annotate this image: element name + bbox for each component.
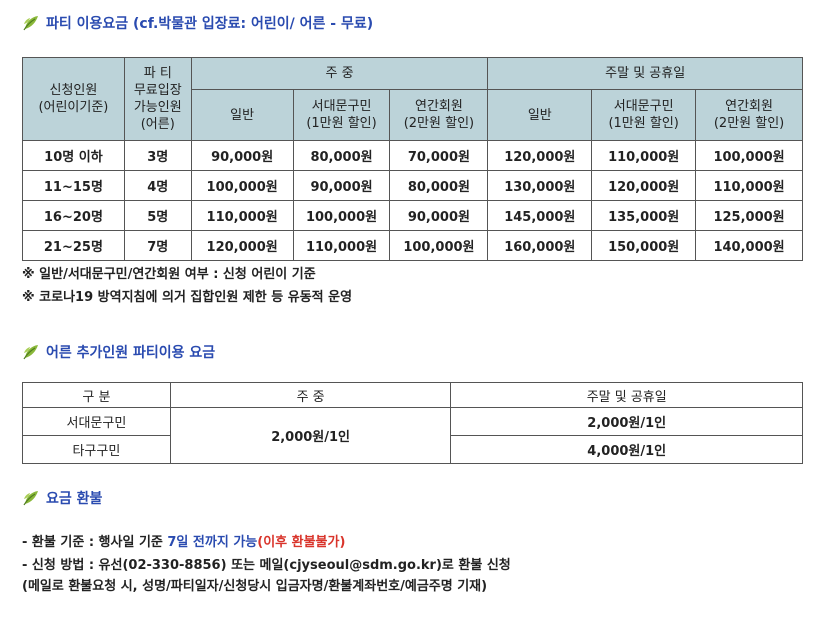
leaf-icon: [23, 16, 38, 31]
header-weekday: 주 중: [190, 57, 489, 90]
refund-policy-line: - 환불 기준 : 행사일 기준 7일 전까지 가능(이후 환불불가): [22, 531, 345, 550]
table-row: 타구구민 4,000원/1인: [22, 435, 803, 464]
header-general: 일반: [190, 89, 294, 141]
table-cell: 80,000원: [389, 170, 489, 201]
table-cell: 110,000원: [190, 200, 294, 231]
table-cell: 4,000원/1인: [450, 435, 803, 464]
table-row: 21~25명 7명 120,000원 110,000원 100,000원 160…: [22, 230, 803, 261]
table-row: 16~20명 5명 110,000원 100,000원 90,000원 145,…: [22, 200, 803, 231]
refund-method-line: - 신청 방법 : 유선(02-330-8856) 또는 메일(cjyseoul…: [22, 558, 511, 573]
table-cell: 130,000원: [487, 170, 593, 201]
table-cell: 100,000원: [695, 140, 803, 171]
table-cell: 125,000원: [695, 200, 803, 231]
header-category: 구 분: [22, 382, 171, 408]
table-cell: 서대문구민: [22, 407, 171, 436]
section-title-text: 요금 환불: [46, 491, 103, 507]
table-cell: 3명: [123, 140, 192, 171]
table-cell: 100,000원: [190, 170, 294, 201]
header-member: 연간회원 (2만원 할인): [695, 89, 803, 141]
section-title-text: 파티 이용요금 (cf.박물관 입장료: 어린이/ 어른 - 무료): [46, 16, 374, 32]
table-cell: 110,000원: [292, 230, 391, 261]
table-cell: 145,000원: [487, 200, 593, 231]
table-cell: 150,000원: [591, 230, 697, 261]
table-cell: 110,000원: [695, 170, 803, 201]
header-free-adults: 파 티 무료입장 가능인원 (어른): [123, 57, 192, 141]
table-cell: 100,000원: [292, 200, 391, 231]
table-cell: 90,000원: [190, 140, 294, 171]
header-weekday: 주 중: [169, 382, 452, 408]
refund-policy-prefix: - 환불 기준 : 행사일 기준: [22, 535, 168, 550]
header-member: 연간회원 (2만원 할인): [389, 89, 489, 141]
table-cell: 110,000원: [591, 140, 697, 171]
party-fee-table: 신청인원 (어린이기준) 파 티 무료입장 가능인원 (어른) 주 중 주말 및 공휴일…: [22, 57, 803, 261]
leaf-icon: [23, 491, 38, 506]
table-cell: 120,000원: [591, 170, 697, 201]
table-cell: 90,000원: [292, 170, 391, 201]
table-cell: 21~25명: [22, 230, 125, 261]
leaf-icon: [23, 345, 38, 360]
table-row: 10명 이하 3명 90,000원 80,000원 70,000원 120,00…: [22, 140, 803, 171]
note-membership: ※ 일반/서대문구민/연간회원 여부 : 신청 어린이 기준: [22, 267, 316, 282]
section-title-adult-extra: 어른 추가인원 파티이용 요금: [22, 342, 215, 362]
header-weekend: 주말 및 공휴일: [487, 57, 803, 90]
table-cell: 120,000원: [190, 230, 294, 261]
table-cell: 7명: [123, 230, 192, 261]
table-cell: 100,000원: [389, 230, 489, 261]
header-general: 일반: [487, 89, 593, 141]
table-cell: 70,000원: [389, 140, 489, 171]
header-weekend: 주말 및 공휴일: [450, 382, 803, 408]
header-resident: 서대문구민 (1만원 할인): [591, 89, 697, 141]
table-cell: 16~20명: [22, 200, 125, 231]
table-cell: 4명: [123, 170, 192, 201]
table-cell: 11~15명: [22, 170, 125, 201]
table-cell: 90,000원: [389, 200, 489, 231]
refund-deadline: 7일 전까지 가능: [167, 535, 258, 550]
section-title-party-fee: 파티 이용요금 (cf.박물관 입장료: 어린이/ 어른 - 무료): [22, 13, 373, 33]
section-title-refund: 요금 환불: [22, 488, 102, 508]
table-cell: 160,000원: [487, 230, 593, 261]
table-cell: 2,000원/1인: [450, 407, 803, 436]
adult-extra-fee-table: 구 분 주 중 주말 및 공휴일 서대문구민 2,000원/1인 2,000원/…: [22, 382, 803, 464]
table-cell: 80,000원: [292, 140, 391, 171]
refund-no-refund-after: (이후 환불불가): [257, 535, 346, 550]
header-resident: 서대문구민 (1만원 할인): [292, 89, 391, 141]
table-cell: 120,000원: [487, 140, 593, 171]
table-cell: 5명: [123, 200, 192, 231]
header-applicants: 신청인원 (어린이기준): [22, 57, 125, 141]
table-row: 11~15명 4명 100,000원 90,000원 80,000원 130,0…: [22, 170, 803, 201]
refund-email-instructions: (메일로 환불요청 시, 성명/파티일자/신청당시 입금자명/환불계좌번호/예금…: [22, 579, 488, 594]
section-title-text: 어른 추가인원 파티이용 요금: [46, 345, 216, 361]
table-cell: 10명 이하: [22, 140, 125, 171]
note-covid: ※ 코로나19 방역지침에 의거 집합인원 제한 등 유동적 운영: [22, 290, 353, 305]
table-cell: 140,000원: [695, 230, 803, 261]
table-row: 서대문구민 2,000원/1인 2,000원/1인: [22, 407, 803, 464]
table-cell: 타구구민: [22, 435, 171, 464]
table-cell: 135,000원: [591, 200, 697, 231]
weekday-merged-cell: 2,000원/1인: [169, 407, 452, 464]
